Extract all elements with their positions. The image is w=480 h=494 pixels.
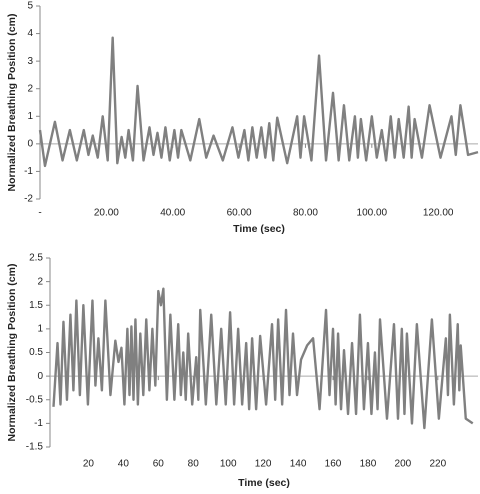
x-tick-label: 220 <box>429 459 446 470</box>
x-tick-label: 120 <box>255 459 272 470</box>
y-axis-title: Normalized Breathing Position (cm) <box>6 264 18 442</box>
x-tick-label: - <box>38 208 41 219</box>
x-tick-label: 20.00 <box>94 208 119 219</box>
x-tick-label: 60 <box>153 459 165 470</box>
x-axis-title: Time (sec) <box>233 223 285 235</box>
x-tick-label: 100.00 <box>357 208 388 219</box>
y-axis-title: Normalized Breathing Position (cm) <box>6 14 18 192</box>
data-line <box>52 287 474 430</box>
y-tick-label: -2 <box>24 194 33 205</box>
y-tick-label: 1.5 <box>29 300 43 311</box>
y-tick-label: 5 <box>27 1 33 12</box>
y-tick-label: 0 <box>27 138 33 149</box>
y-tick-label: 1 <box>27 111 33 122</box>
x-tick-label: 140 <box>290 459 307 470</box>
x-tick-label: 60.00 <box>227 208 252 219</box>
x-tick-label: 40.00 <box>160 208 185 219</box>
x-tick-label: 20 <box>83 459 95 470</box>
y-tick-label: -0.5 <box>26 394 44 405</box>
x-tick-label: 100 <box>220 459 237 470</box>
data-line <box>38 36 479 168</box>
y-tick-label: 0 <box>37 371 43 382</box>
y-tick-label: 0.5 <box>29 347 43 358</box>
y-tick-label: 2 <box>27 83 33 94</box>
x-tick-label: 120.00 <box>423 208 454 219</box>
x-tick-label: 80.00 <box>293 208 318 219</box>
y-tick-label: -1 <box>24 166 33 177</box>
y-tick-label: -1.5 <box>26 442 44 453</box>
y-tick-label: 4 <box>27 28 33 39</box>
y-tick-label: 3 <box>27 56 33 67</box>
x-tick-label: 180 <box>360 459 377 470</box>
y-tick-label: 2 <box>37 276 43 287</box>
x-tick-label: 200 <box>395 459 412 470</box>
x-tick-label: 40 <box>118 459 130 470</box>
y-tick-label: -1 <box>34 418 43 429</box>
x-tick-label: 160 <box>325 459 342 470</box>
y-tick-label: 2.5 <box>29 253 43 264</box>
x-tick-label: 80 <box>188 459 200 470</box>
y-tick-label: 1 <box>37 324 43 335</box>
x-axis-title: Time (sec) <box>238 477 290 489</box>
